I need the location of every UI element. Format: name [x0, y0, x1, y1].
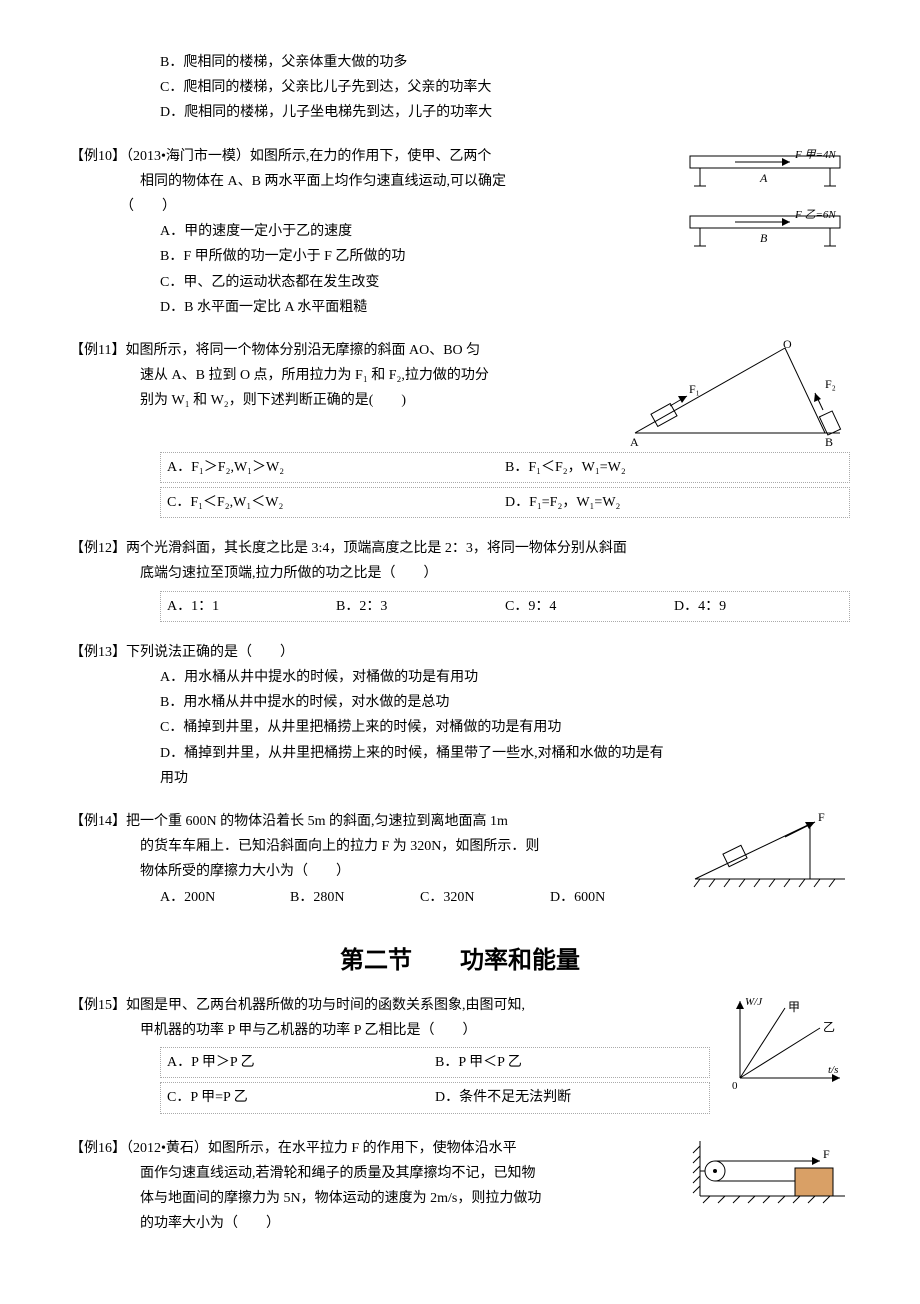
question-14: 【例14】把一个重 600N 的物体沿着长 5m 的斜面,匀速拉到离地面高 1m… [70, 809, 850, 910]
q12-label: 【例12】 [70, 541, 126, 556]
q11-fig-B: B [825, 435, 833, 448]
question-11: 【例11】如图所示，将同一个物体分别沿无摩擦的斜面 AO、BO 匀 速从 A、B… [70, 338, 850, 518]
q14-fig-F: F [818, 810, 825, 824]
q14-optB: B．280N [290, 885, 420, 910]
q10-fig-Fa: F 甲=4N [794, 149, 836, 161]
q16-stem2: 面作匀速直线运动,若滑轮和绳子的质量及其摩擦均不记，已知物 [70, 1161, 680, 1186]
q10-stem1: （2013•海门市一模）如图所示,在力的作用下，使甲、乙两个 [126, 149, 491, 164]
q10-figure: F 甲=4N A F 乙=6N B [680, 144, 850, 274]
q15-fig-yi: 乙 [823, 1020, 835, 1034]
q11-fig-F2: F₂ [825, 377, 836, 391]
option-c: C．爬相同的楼梯，父亲比儿子先到达，父亲的功率大 [160, 75, 850, 100]
q10-fig-A: A [759, 171, 768, 185]
q11-stem1: 如图所示，将同一个物体分别沿无摩擦的斜面 AO、BO 匀 [125, 343, 480, 358]
q11-figure: O A B F₁ F₂ [625, 338, 850, 448]
q10-optA: A．甲的速度一定小于乙的速度 [160, 219, 670, 244]
q15-fig-0: 0 [732, 1080, 738, 1092]
question-16: 【例16】（2012•黄石）如图所示，在水平拉力 F 的作用下，使物体沿水平 面… [70, 1136, 850, 1237]
q16-label: 【例16】 [70, 1141, 126, 1156]
q10-fig-B: B [760, 231, 768, 245]
q15-fig-jia: 甲 [788, 1000, 800, 1014]
q15-optA: A．P 甲＞P 乙 [167, 1050, 435, 1075]
q15-stem1: 如图是甲、乙两台机器所做的功与时间的函数关系图象,由图可知, [126, 998, 525, 1013]
q14-optD: D．600N [550, 885, 680, 910]
q12-stem1: 两个光滑斜面，其长度之比是 3:4，顶端高度之比是 2：3，将同一物体分别从斜面 [126, 541, 627, 556]
q11-optD: D．F₁=F₂，W₁=W₂ [505, 490, 843, 515]
q12-options: A．1：1 B．2：3 C．9：4 D．4：9 [160, 591, 850, 622]
q11-optB: B．F₁＜F₂，W₁=W₂ [505, 455, 843, 480]
q13-optC: C．桶掉到井里，从井里把桶捞上来的时候，对桶做的功是有用功 [160, 715, 850, 740]
q13-stem: 下列说法正确的是（ ） [126, 645, 294, 660]
question-pre-options: B．爬相同的楼梯，父亲体重大做的功多 C．爬相同的楼梯，父亲比儿子先到达，父亲的… [70, 50, 850, 126]
q16-stem1: （2012•黄石）如图所示，在水平拉力 F 的作用下，使物体沿水平 [126, 1141, 517, 1156]
q15-optB: B．P 甲＜P 乙 [435, 1050, 703, 1075]
q11-options-row2: C．F₁＜F₂,W₁＜W₂ D．F₁=F₂，W₁=W₂ [160, 487, 850, 518]
section-2-title: 第二节 功率和能量 [70, 940, 850, 983]
q10-stem3: （ ） [70, 194, 670, 219]
q12-optA: A．1：1 [167, 594, 336, 619]
question-12: 【例12】两个光滑斜面，其长度之比是 3:4，顶端高度之比是 2：3，将同一物体… [70, 536, 850, 622]
q10-optC: C．甲、乙的运动状态都在发生改变 [160, 270, 670, 295]
question-10: 【例10】（2013•海门市一模）如图所示,在力的作用下，使甲、乙两个 相同的物… [70, 144, 850, 320]
q16-fig-F: F [823, 1147, 830, 1161]
q10-optB: B．F 甲所做的功一定小于 F 乙所做的功 [160, 244, 670, 269]
q16-figure: F [690, 1136, 850, 1216]
q12-stem2: 底端匀速拉至顶端,拉力所做的功之比是（ ） [70, 561, 850, 586]
q13-optA: A．用水桶从井中提水的时候，对桶做的功是有用功 [160, 665, 850, 690]
q12-optD: D．4：9 [674, 594, 843, 619]
q14-optC: C．320N [420, 885, 550, 910]
q11-stem2: 速从 A、B 拉到 O 点，所用拉力为 F₁ 和 F₂,拉力做的功分 [70, 363, 615, 388]
q11-optA: A．F₁＞F₂,W₁＞W₂ [167, 455, 505, 480]
q15-options-row1: A．P 甲＞P 乙 B．P 甲＜P 乙 [160, 1047, 710, 1078]
q16-stem3: 体与地面间的摩擦力为 5N，物体运动的速度为 2m/s，则拉力做功 [70, 1186, 680, 1211]
q15-figure: W/J t/s 甲 乙 0 [720, 993, 850, 1093]
q11-fig-O: O [783, 338, 792, 351]
q13-optD2: 用功 [160, 766, 850, 791]
q15-fig-t: t/s [828, 1064, 838, 1076]
q10-label: 【例10】 [70, 149, 126, 164]
q11-fig-A: A [630, 435, 639, 448]
q14-stem2: 的货车车厢上．已知沿斜面向上的拉力 F 为 320N，如图所示．则 [70, 834, 680, 859]
q12-optC: C．9：4 [505, 594, 674, 619]
q15-stem2: 甲机器的功率 P 甲与乙机器的功率 P 乙相比是（ ） [70, 1018, 710, 1043]
q11-stem3: 别为 W₁ 和 W₂，则下述判断正确的是( ) [70, 388, 615, 413]
q13-label: 【例13】 [70, 645, 126, 660]
q11-options-row1: A．F₁＞F₂,W₁＞W₂ B．F₁＜F₂，W₁=W₂ [160, 452, 850, 483]
q11-label: 【例11】 [70, 343, 125, 358]
q14-label: 【例14】 [70, 814, 126, 829]
q12-optB: B．2：3 [336, 594, 505, 619]
option-b: B．爬相同的楼梯，父亲体重大做的功多 [160, 50, 850, 75]
option-d: D．爬相同的楼梯，儿子坐电梯先到达，儿子的功率大 [160, 100, 850, 125]
q13-optD: D．桶掉到井里，从井里把桶捞上来的时候，桶里带了一些水,对桶和水做的功是有 [160, 741, 850, 766]
question-13: 【例13】下列说法正确的是（ ） A．用水桶从井中提水的时候，对桶做的功是有用功… [70, 640, 850, 791]
q15-options-row2: C．P 甲=P 乙 D．条件不足无法判断 [160, 1082, 710, 1113]
q10-optD: D．B 水平面一定比 A 水平面粗糙 [160, 295, 670, 320]
q16-stem4: 的功率大小为（ ） [70, 1211, 680, 1236]
q11-fig-F1: F₁ [689, 382, 700, 396]
q14-figure: F [690, 809, 850, 894]
q15-optC: C．P 甲=P 乙 [167, 1085, 435, 1110]
question-15: 【例15】如图是甲、乙两台机器所做的功与时间的函数关系图象,由图可知, 甲机器的… [70, 993, 850, 1118]
q15-optD: D．条件不足无法判断 [435, 1085, 703, 1110]
q14-optA: A．200N [160, 885, 290, 910]
q10-fig-Fb: F 乙=6N [794, 209, 836, 221]
q11-optC: C．F₁＜F₂,W₁＜W₂ [167, 490, 505, 515]
q15-label: 【例15】 [70, 998, 126, 1013]
q14-stem1: 把一个重 600N 的物体沿着长 5m 的斜面,匀速拉到离地面高 1m [126, 814, 508, 829]
q15-fig-W: W/J [745, 996, 763, 1008]
q13-optB: B．用水桶从井中提水的时候，对水做的是总功 [160, 690, 850, 715]
q10-stem2: 相同的物体在 A、B 两水平面上均作匀速直线运动,可以确定 [70, 169, 670, 194]
q14-stem3: 物体所受的摩擦力大小为（ ） [70, 859, 680, 884]
